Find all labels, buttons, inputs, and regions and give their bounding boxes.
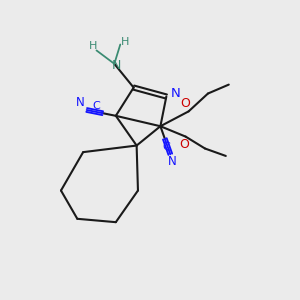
Text: H: H — [121, 37, 129, 47]
Text: H: H — [89, 41, 97, 51]
Text: N: N — [76, 96, 85, 109]
Text: C: C — [92, 101, 100, 111]
Text: O: O — [179, 138, 189, 151]
Text: N: N — [168, 155, 177, 168]
Text: O: O — [181, 97, 190, 110]
Text: N: N — [111, 59, 121, 72]
Text: N: N — [170, 87, 180, 100]
Text: C: C — [163, 142, 170, 152]
